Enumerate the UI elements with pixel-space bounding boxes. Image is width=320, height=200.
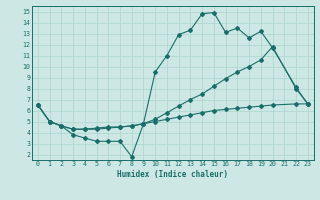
X-axis label: Humidex (Indice chaleur): Humidex (Indice chaleur) (117, 170, 228, 179)
